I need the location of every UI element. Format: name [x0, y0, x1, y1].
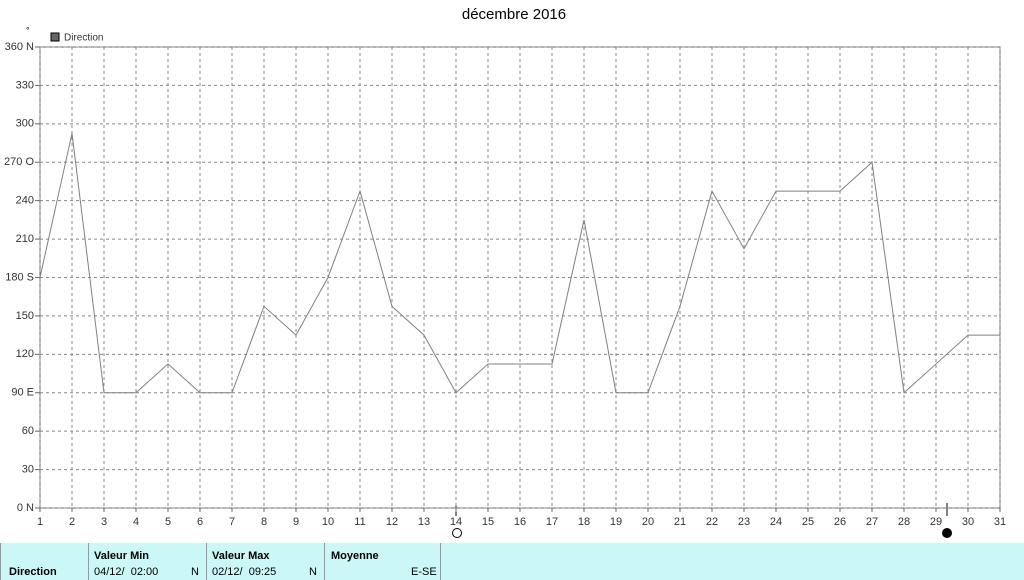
- x-tick-label: 23: [738, 516, 750, 528]
- y-tick-label: 270 O: [4, 156, 34, 168]
- y-unit: °: [26, 25, 30, 35]
- x-tick-label: 17: [546, 516, 558, 528]
- x-tick-label: 28: [898, 516, 910, 528]
- mean-value: E-SE: [411, 566, 437, 578]
- legend-swatch: [50, 32, 60, 42]
- x-tick-label: 16: [514, 516, 526, 528]
- x-tick-label: 24: [770, 516, 782, 528]
- x-tick-label: 25: [802, 516, 814, 528]
- row-label-cell: Direction: [0, 543, 88, 580]
- x-tick-label: 14: [450, 516, 462, 528]
- max-value: N: [309, 566, 317, 578]
- y-tick-label: 0 N: [17, 502, 34, 514]
- x-tick-label: 10: [322, 516, 334, 528]
- x-tick-label: 31: [994, 516, 1006, 528]
- x-tick-label: 15: [482, 516, 494, 528]
- x-tick-label: 30: [962, 516, 974, 528]
- y-tick-label: 240: [16, 195, 34, 207]
- y-tick-label: 330: [16, 79, 34, 91]
- x-tick-label: 18: [578, 516, 590, 528]
- max-cell: Valeur Max 02/12/ 09:25 N: [206, 543, 324, 580]
- x-tick-label: 20: [642, 516, 654, 528]
- y-tick-label: 90 E: [11, 387, 34, 399]
- y-tick-label: 150: [16, 310, 34, 322]
- x-tick-label: 11: [354, 516, 365, 528]
- x-tick-label: 4: [133, 516, 139, 528]
- full-moon: [452, 528, 462, 538]
- y-tick-label: 300: [16, 118, 34, 130]
- new-moon: [942, 528, 952, 538]
- legend-label: Direction: [64, 33, 103, 44]
- chart-title: décembre 2016: [462, 6, 566, 23]
- y-tick-label: 30: [22, 463, 34, 475]
- data-line: [39, 133, 1000, 394]
- x-tick-label: 19: [610, 516, 622, 528]
- x-tick-label: 21: [674, 516, 686, 528]
- x-tick-label: 6: [197, 516, 203, 528]
- y-tick-label: 360 N: [5, 41, 34, 53]
- x-tick-label: 27: [866, 516, 878, 528]
- x-tick-label: 26: [834, 516, 846, 528]
- mean-cell: Moyenne E-SE: [324, 543, 440, 580]
- x-tick-label: 12: [386, 516, 398, 528]
- x-tick-label: 5: [165, 516, 171, 528]
- max-date: 02/12/ 09:25: [212, 566, 277, 578]
- x-tick-label: 8: [261, 516, 267, 528]
- x-tick-label: 9: [293, 516, 299, 528]
- row-label: Direction: [9, 566, 57, 578]
- mean-title: Moyenne: [331, 550, 379, 562]
- y-tick-label: 210: [16, 233, 34, 245]
- x-tick-label: 13: [418, 516, 430, 528]
- x-tick-label: 7: [229, 516, 235, 528]
- empty-cell: [440, 543, 1024, 580]
- min-date: 04/12/ 02:00: [94, 566, 159, 578]
- min-value: N: [191, 566, 199, 578]
- x-tick-label: 29: [930, 516, 942, 528]
- x-tick-label: 3: [101, 516, 107, 528]
- min-cell: Valeur Min 04/12/ 02:00 N: [88, 543, 206, 580]
- y-tick-label: 120: [16, 348, 34, 360]
- min-title: Valeur Min: [94, 550, 150, 562]
- max-title: Valeur Max: [212, 550, 270, 562]
- y-tick-label: 60: [22, 425, 34, 437]
- y-tick-label: 180 S: [5, 271, 34, 283]
- x-tick-label: 1: [37, 516, 43, 528]
- x-tick-label: 2: [69, 516, 75, 528]
- x-tick-label: 22: [706, 516, 718, 528]
